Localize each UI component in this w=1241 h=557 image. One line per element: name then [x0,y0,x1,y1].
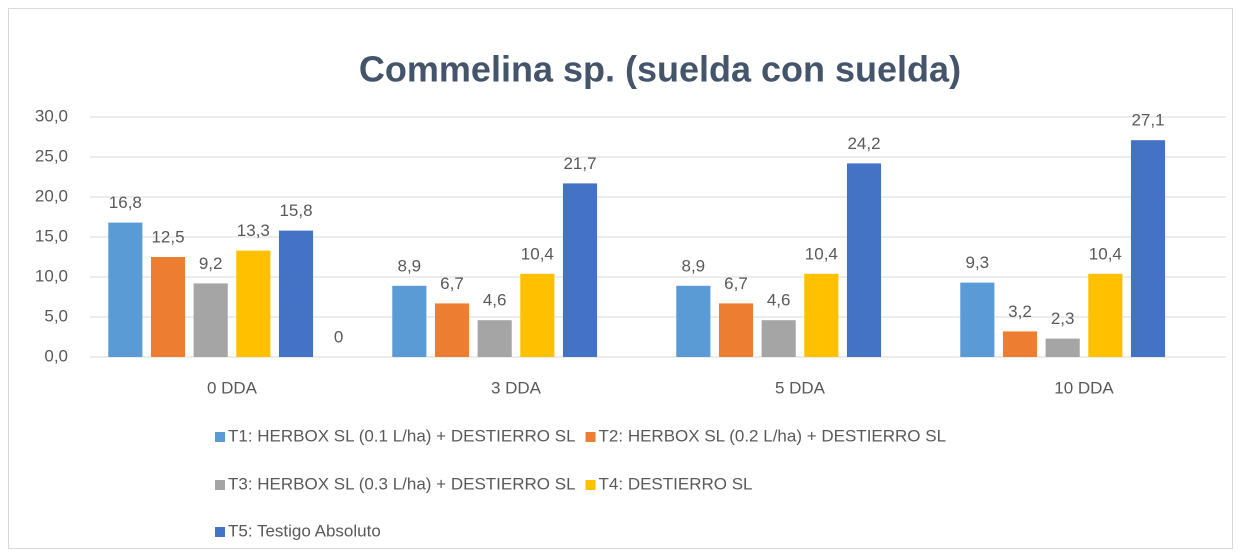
bar [392,285,427,357]
bar [718,303,754,357]
bar [193,283,228,357]
legend-label: T3: HERBOX SL (0.3 L/ha) + DESTIERRO SL [228,474,576,493]
legend-swatch [585,432,596,442]
data-label: 8,9 [398,256,422,275]
legend-swatch [215,527,225,537]
bar [150,257,186,357]
bar [1045,338,1080,357]
data-label: 9,2 [199,254,223,273]
bar [804,273,839,357]
bar [562,183,598,357]
data-label: 10,4 [805,244,838,263]
data-label: 6,7 [440,274,464,293]
y-tick-label: 5,0 [44,306,68,325]
data-label: 21,7 [563,154,596,173]
data-label: 13,3 [237,221,270,240]
bar [434,303,470,357]
x-tick-label: 5 DDA [775,378,826,397]
y-tick-label: 20,0 [35,186,68,205]
data-label: 10,4 [1089,244,1122,263]
data-label: 2,3 [1051,309,1075,328]
legend-label: T1: HERBOX SL (0.1 L/ha) + DESTIERRO SL [228,426,576,445]
x-tick-label: 3 DDA [491,378,542,397]
legend-label: T5: Testigo Absoluto [228,521,381,540]
chart-border [8,8,1233,549]
chart-title: Commelina sp. (suelda con suelda) [359,49,961,90]
y-tick-label: 30,0 [35,106,68,125]
data-label: 27,1 [1131,111,1164,130]
data-label: 9,3 [966,253,990,272]
legend-swatch [215,432,225,442]
y-tick-label: 15,0 [35,226,68,245]
data-label: 0 [334,327,343,346]
bar [477,320,512,357]
bar [520,273,555,357]
bar [1088,273,1123,357]
data-label: 10,4 [521,244,554,263]
bar [236,250,271,357]
bar [1130,140,1166,357]
legend-swatch [215,480,225,490]
y-tick-label: 25,0 [35,146,68,165]
data-label: 16,8 [109,193,142,212]
bar [761,320,796,357]
data-label: 3,2 [1008,302,1032,321]
legend-label: T4: DESTIERRO SL [599,474,753,493]
data-label: 15,8 [279,201,312,220]
legend-swatch [585,480,596,490]
bar [108,222,143,357]
data-label: 4,6 [483,291,507,310]
data-label: 8,9 [682,256,706,275]
data-label: 24,2 [847,134,880,153]
data-label: 12,5 [151,227,184,246]
x-tick-label: 0 DDA [207,378,258,397]
data-label: 4,6 [767,291,791,310]
y-tick-label: 10,0 [35,266,68,285]
bar [1002,331,1038,357]
legend-label: T2: HERBOX SL (0.2 L/ha) + DESTIERRO SL [599,426,947,445]
bar [278,230,314,357]
data-label: 6,7 [724,274,748,293]
y-tick-label: 0,0 [44,346,68,365]
x-tick-label: 10 DDA [1054,378,1114,397]
bar [676,285,711,357]
bar [960,282,995,357]
bar [846,163,882,357]
